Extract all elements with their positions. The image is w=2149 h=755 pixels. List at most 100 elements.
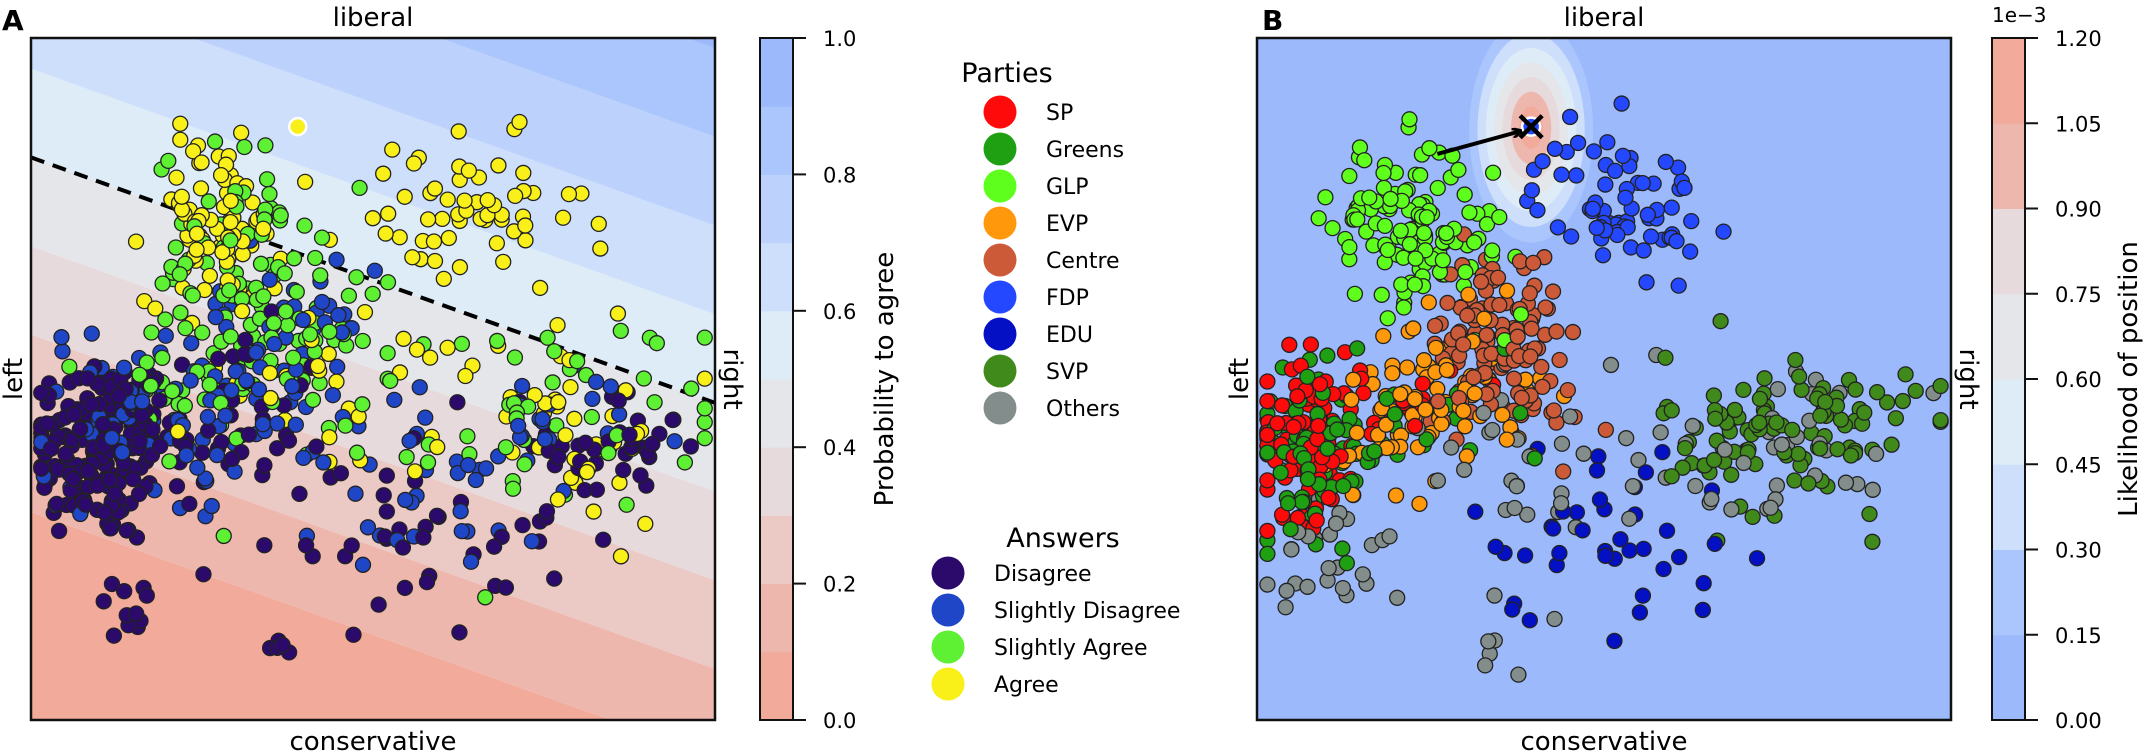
data-point-disagree [57,445,74,462]
colorbar-likelihood-tick-label: 0.15 [2055,624,2102,648]
data-point-svp [1705,387,1723,404]
data-point-others [1477,657,1494,674]
data-point-agree [172,115,189,132]
data-point-slightly-agree [222,328,239,345]
data-point-glp [1415,224,1433,242]
data-point-centre [1478,326,1495,344]
data-point-svp [1768,414,1785,431]
legend-party-label: Others [1046,397,1120,422]
data-point-edu [1568,504,1586,521]
data-point-fdp [1642,228,1660,245]
panel-b-top-label: liberal [1564,3,1645,33]
data-point-others [1630,451,1647,469]
data-point-slightly-disagree [513,377,531,395]
probability-band [31,38,715,315]
data-point-others [1768,477,1786,494]
data-point-others [1480,633,1497,650]
data-point-others [1621,510,1638,527]
data-point-fdp [1597,176,1614,193]
legend-party-marker-icon [983,317,1017,351]
legend-party-marker-icon [983,243,1017,277]
data-point-agree [439,191,456,208]
data-point-disagree [106,485,124,502]
data-point-disagree [345,626,362,643]
colorbar-likelihood-tick-label: 1.20 [2055,27,2102,51]
data-point-disagree [428,507,446,524]
data-point-agree [457,367,474,385]
data-point-others [1716,441,1733,458]
data-point-slightly-agree [612,322,629,340]
data-point-disagree [451,624,468,641]
colorbar-band [760,651,793,721]
data-point-disagree [110,387,127,404]
data-point-agree [429,438,446,456]
data-point-others [1735,454,1752,472]
panel-a-top-label: liberal [333,3,414,33]
highlighted-respondent-point [288,116,308,137]
data-point-agree [169,423,187,440]
colorbar-likelihood: 0.00 0.15 0.30 0.45 0.60 0.75 0.90 1.05 1.20 1e−… [1991,3,2144,733]
data-point-others [1278,582,1295,599]
probability-band [439,38,715,137]
data-point-sp [1310,417,1327,434]
data-point-disagree [103,575,121,593]
data-point-svp [1864,533,1881,550]
colorbar-likelihood-multiplier: 1e−3 [1992,3,2047,27]
data-point-svp [1800,475,1817,492]
data-point-others [1723,501,1740,518]
data-point-sp [1289,388,1306,405]
data-point-agree [419,211,437,228]
data-point-svp [1787,351,1804,369]
panel-a: A liberal conservative left right [0,3,747,755]
data-point-others [1475,404,1492,422]
data-point-sp [1259,426,1276,444]
data-point-disagree [77,496,94,513]
colorbar-band [760,174,793,244]
data-point-svp [1883,436,1900,453]
data-point-slightly-disagree [208,446,226,464]
panel-b-likelihood-peak [1518,114,1544,140]
data-point-fdp [1639,206,1656,223]
data-point-slightly-disagree [536,431,554,448]
colorbar-band [760,515,793,585]
data-point-slightly-agree [257,137,274,154]
data-point-slightly-disagree [114,444,131,461]
data-point-glp [1512,306,1530,323]
data-point-centre [1533,358,1550,376]
data-point-agree [405,155,423,172]
colorbar-probability-tick-label: 0.8 [823,163,856,187]
data-point-centre [1521,285,1538,302]
data-point-greens [1319,347,1336,364]
data-point-disagree [130,485,148,503]
data-point-sp [1259,392,1276,410]
data-point-evp [1433,415,1450,433]
data-point-svp [1878,394,1896,411]
data-point-slightly-disagree [83,325,100,342]
data-point-fdp [1561,108,1579,126]
data-point-edu [1637,464,1655,481]
data-point-evp [1417,401,1434,418]
data-point-glp [1466,234,1483,251]
data-point-agree [262,389,279,407]
data-point-slightly-disagree [203,497,220,515]
data-point-svp [1786,472,1803,489]
data-point-disagree [682,438,699,455]
data-point-disagree [83,396,100,413]
data-point-slightly-agree [351,179,368,197]
data-point-disagree [96,504,113,521]
data-point-others [1652,424,1669,441]
data-point-agree [244,194,261,211]
data-point-slightly-disagree [417,409,434,426]
data-point-agree [506,187,524,205]
data-point-sp [1320,489,1337,506]
data-point-slightly-agree [379,344,396,362]
data-point-greens [1282,521,1299,538]
data-point-agree [328,373,345,390]
data-point-disagree [378,503,395,520]
legend-party-label: FDP [1046,286,1089,311]
data-point-evp [1343,391,1360,408]
data-point-agree [495,253,512,271]
data-point-others [1486,587,1503,604]
data-point-fdp [1715,223,1732,240]
data-point-agree [479,191,496,209]
